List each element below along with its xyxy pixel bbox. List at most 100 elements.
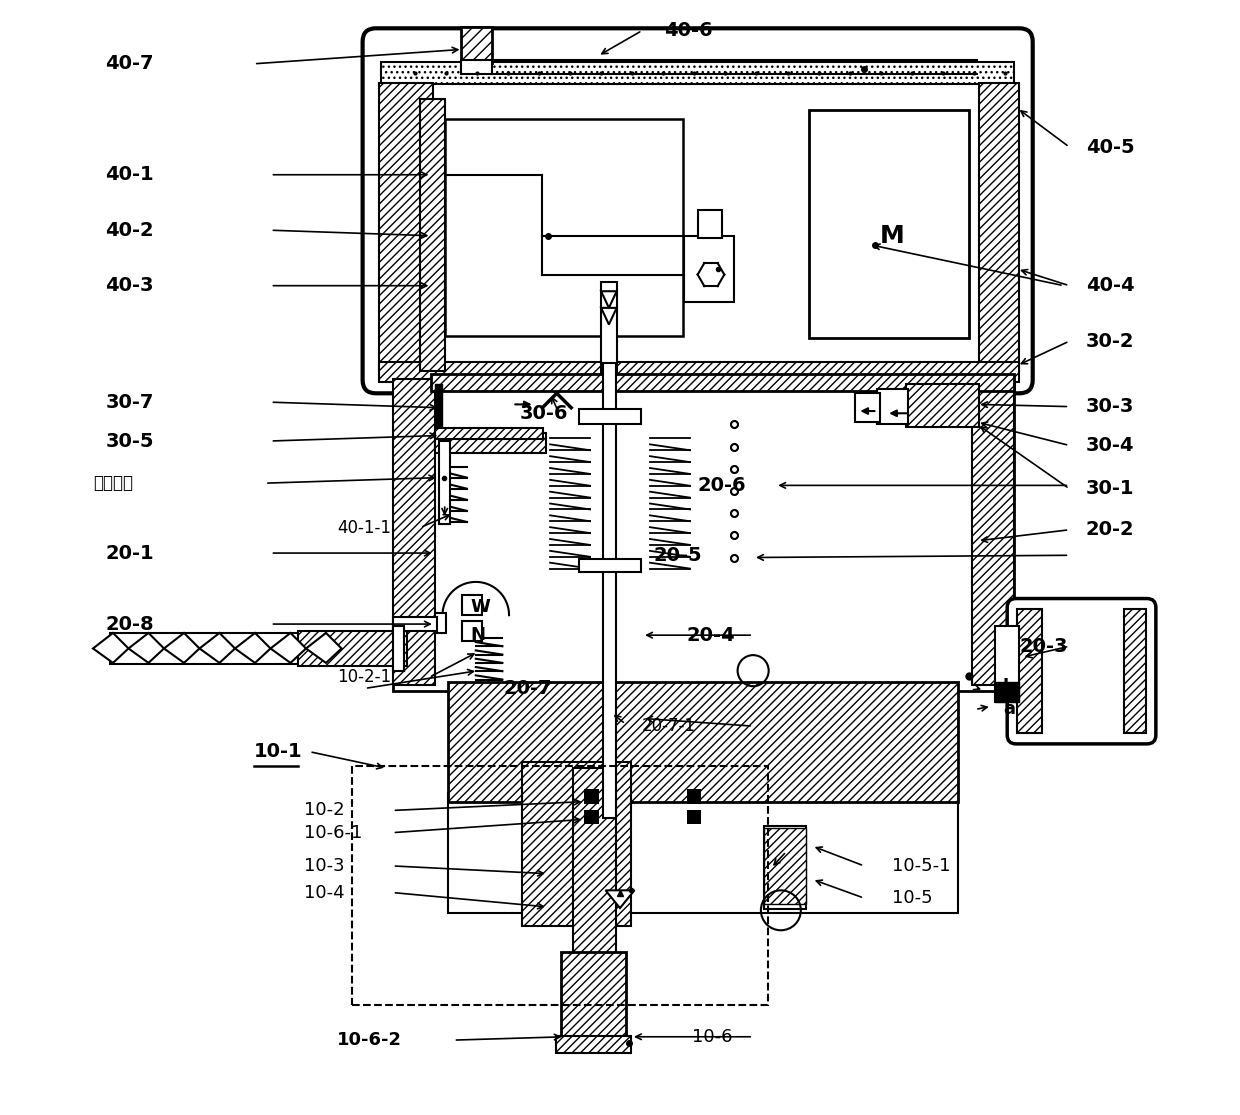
Bar: [808, 110, 970, 338]
Bar: [382, 61, 1014, 84]
Bar: [435, 613, 446, 633]
Text: W: W: [470, 599, 490, 617]
Text: 20-2: 20-2: [1086, 521, 1135, 540]
Text: 20-4: 20-4: [687, 626, 735, 644]
Text: 10-5: 10-5: [892, 889, 932, 908]
Bar: [604, 363, 615, 818]
Bar: [461, 60, 492, 74]
Bar: [439, 442, 450, 524]
Text: 20-8: 20-8: [105, 614, 154, 633]
Bar: [448, 793, 959, 912]
Text: 10-6-1: 10-6-1: [304, 824, 362, 842]
Text: 40-6: 40-6: [665, 21, 713, 40]
Bar: [522, 762, 631, 925]
Bar: [445, 119, 683, 336]
Text: 10-3: 10-3: [304, 857, 345, 875]
Polygon shape: [687, 811, 701, 824]
Polygon shape: [601, 291, 616, 308]
Text: 30-2: 30-2: [1086, 331, 1135, 350]
Bar: [972, 379, 1014, 685]
Bar: [878, 389, 909, 425]
Bar: [579, 559, 641, 572]
Bar: [698, 211, 722, 237]
Polygon shape: [200, 633, 236, 663]
Text: b: b: [1003, 678, 1016, 696]
Bar: [379, 83, 433, 371]
Bar: [461, 27, 492, 62]
Polygon shape: [601, 308, 616, 324]
FancyBboxPatch shape: [1007, 599, 1156, 744]
Text: 30-1: 30-1: [1086, 479, 1135, 498]
Polygon shape: [270, 633, 306, 663]
Text: 10-4: 10-4: [304, 883, 345, 902]
Text: 20-6: 20-6: [698, 476, 746, 495]
Bar: [684, 235, 734, 302]
Text: N: N: [470, 627, 485, 644]
Bar: [299, 631, 407, 667]
Bar: [856, 394, 879, 423]
Bar: [109, 633, 396, 665]
Bar: [435, 434, 546, 453]
Bar: [1123, 609, 1146, 733]
Polygon shape: [129, 633, 164, 663]
Bar: [420, 99, 445, 371]
Bar: [601, 282, 616, 382]
Polygon shape: [306, 633, 341, 663]
Text: 40-2: 40-2: [105, 221, 154, 240]
FancyBboxPatch shape: [362, 28, 1033, 394]
Bar: [432, 375, 1014, 391]
Bar: [1017, 609, 1042, 733]
Bar: [393, 378, 1014, 690]
Polygon shape: [605, 891, 635, 908]
Polygon shape: [584, 789, 599, 804]
Text: 40-1-1: 40-1-1: [337, 518, 391, 536]
Text: 10-2-1: 10-2-1: [337, 668, 391, 687]
Text: 20-1: 20-1: [105, 543, 154, 563]
Text: 40-3: 40-3: [105, 277, 154, 295]
Bar: [994, 627, 1019, 701]
Text: 40-7: 40-7: [105, 55, 154, 74]
Polygon shape: [164, 633, 200, 663]
Bar: [435, 385, 443, 427]
Bar: [764, 828, 806, 903]
Text: 10-6: 10-6: [692, 1028, 733, 1046]
Polygon shape: [236, 633, 270, 663]
Text: 30-3: 30-3: [1086, 397, 1135, 416]
Text: 20-3: 20-3: [1019, 637, 1068, 656]
Text: 通气小孔: 通气小孔: [93, 474, 133, 492]
Bar: [764, 826, 806, 909]
Text: 40-1: 40-1: [105, 165, 154, 184]
Bar: [448, 681, 959, 802]
Text: 40-5: 40-5: [1086, 137, 1135, 156]
Text: M: M: [879, 224, 904, 248]
Text: 30-4: 30-4: [1086, 436, 1135, 455]
Bar: [463, 595, 482, 615]
Bar: [573, 768, 615, 959]
Text: 10-6-2: 10-6-2: [337, 1031, 402, 1049]
Polygon shape: [93, 633, 129, 663]
Text: 30-5: 30-5: [105, 432, 154, 450]
Bar: [994, 681, 1019, 701]
Bar: [379, 362, 1019, 382]
Text: 10-5-1: 10-5-1: [892, 857, 950, 875]
Text: a: a: [1003, 700, 1014, 718]
Bar: [579, 409, 641, 425]
Bar: [980, 83, 1019, 371]
Bar: [463, 621, 482, 641]
Bar: [906, 385, 980, 427]
Polygon shape: [584, 811, 599, 824]
Bar: [393, 627, 404, 670]
Text: 30-7: 30-7: [105, 392, 154, 411]
Text: 20-7: 20-7: [503, 679, 552, 698]
Bar: [351, 766, 768, 1005]
Bar: [556, 1036, 631, 1054]
Text: 10-2: 10-2: [304, 802, 345, 820]
Text: 20-5: 20-5: [653, 545, 702, 565]
Bar: [562, 952, 625, 1039]
Bar: [435, 428, 543, 439]
Text: 20-7-1: 20-7-1: [642, 717, 696, 735]
Text: 40-4: 40-4: [1086, 277, 1135, 295]
Text: 10-1: 10-1: [254, 743, 303, 762]
Text: 30-6: 30-6: [520, 404, 569, 423]
Polygon shape: [687, 789, 701, 804]
